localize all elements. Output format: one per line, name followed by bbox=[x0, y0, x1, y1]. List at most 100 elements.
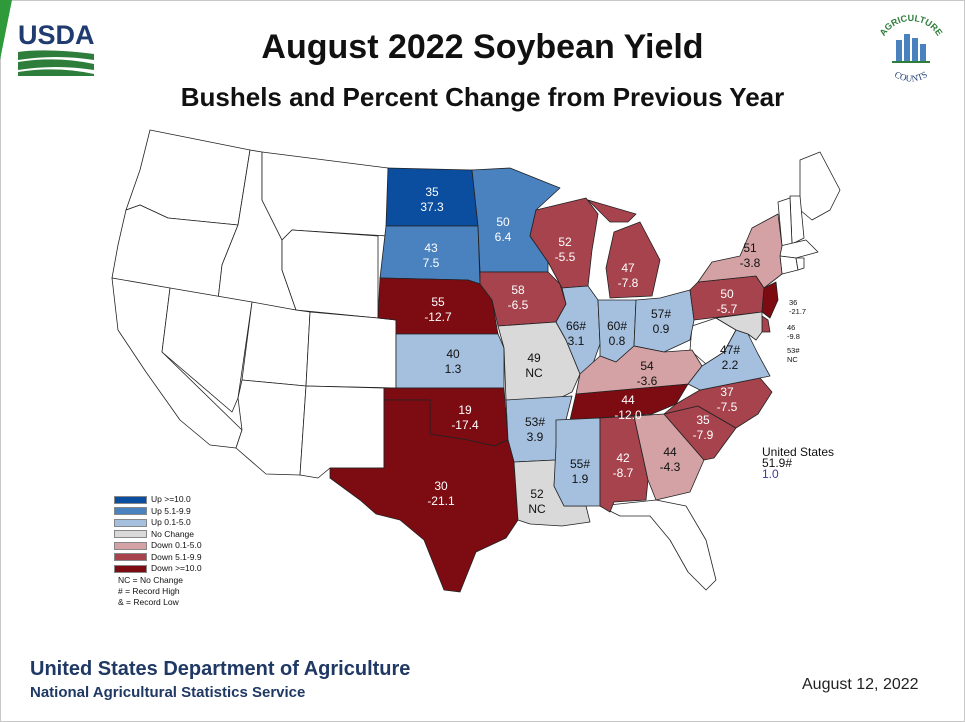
state-DE bbox=[761, 315, 771, 333]
label-OK-yield: 19 bbox=[458, 403, 472, 417]
label-MI-change: -7.8 bbox=[618, 276, 639, 290]
label-IL-change: 3.1 bbox=[568, 334, 585, 348]
label-NJ: 36 -21.7 bbox=[789, 298, 807, 316]
usda-logo: USDA bbox=[18, 20, 95, 76]
label-NY-change: -3.8 bbox=[740, 256, 761, 270]
label-WI-yield: 52 bbox=[558, 235, 572, 249]
legend-item: Down 0.1-5.0 bbox=[114, 540, 202, 552]
label-DE: 46 -9.8 bbox=[787, 323, 800, 341]
state-WY bbox=[281, 229, 379, 319]
state-KY bbox=[575, 345, 703, 395]
legend-label: Up >=10.0 bbox=[151, 494, 191, 504]
label-NY-yield: 51 bbox=[743, 241, 757, 255]
state-RI bbox=[795, 257, 805, 271]
state-MD bbox=[715, 311, 763, 341]
map-legend: Up >=10.0 Up 5.1-9.9 Up 0.1-5.0 No Change Do… bbox=[114, 494, 202, 608]
label-IA-yield: 58 bbox=[511, 283, 525, 297]
legend-item: Up 0.1-5.0 bbox=[114, 517, 202, 529]
agriculture-counts-logo: AGRICULTURE COUNTS bbox=[878, 14, 945, 84]
label-WI-change: -5.5 bbox=[555, 250, 576, 264]
state-MT bbox=[261, 151, 389, 241]
label-MD-change: NC bbox=[787, 354, 798, 364]
page-subtitle: Bushels and Percent Change from Previous… bbox=[180, 82, 785, 112]
us-total-yield: 51.9# bbox=[762, 456, 793, 470]
legend-swatch bbox=[114, 553, 147, 562]
label-MN-yield: 50 bbox=[496, 215, 510, 229]
label-PA-change: -5.7 bbox=[717, 302, 738, 316]
label-KS-yield: 40 bbox=[446, 347, 460, 361]
label-LA-change: NC bbox=[528, 502, 546, 516]
label-SC-change: -7.9 bbox=[693, 428, 714, 442]
label-NC-yield: 37 bbox=[720, 385, 734, 399]
label-NE-yield: 55 bbox=[431, 295, 445, 309]
label-IL-yield: 66# bbox=[566, 319, 586, 333]
label-IA-change: -6.5 bbox=[508, 298, 529, 312]
state-FL bbox=[599, 499, 717, 591]
label-MO-change: NC bbox=[525, 366, 543, 380]
label-PA-yield: 50 bbox=[720, 287, 734, 301]
label-IN-yield: 60# bbox=[607, 319, 627, 333]
label-MD-yield: 53# bbox=[787, 346, 800, 355]
united-states-total: United States 51.9# 1.0 bbox=[762, 446, 834, 480]
label-TX-change: -21.1 bbox=[427, 494, 455, 508]
label-MS-change: 1.9 bbox=[572, 472, 589, 486]
label-VA-yield: 47# bbox=[720, 343, 740, 357]
state-KS bbox=[395, 333, 505, 389]
label-TN-change: -12.0 bbox=[614, 408, 642, 422]
label-AL-yield: 42 bbox=[616, 451, 630, 465]
label-MN-change: 6.4 bbox=[495, 230, 512, 244]
label-DE-change: -9.8 bbox=[787, 331, 800, 341]
label-ND-change: 37.3 bbox=[420, 200, 444, 214]
label-MD: 53# NC bbox=[787, 346, 800, 364]
label-NJ-yield: 36 bbox=[789, 298, 798, 307]
svg-text:USDA: USDA bbox=[18, 20, 95, 50]
legend-item: Up 5.1-9.9 bbox=[114, 506, 202, 518]
label-AL-change: -8.7 bbox=[613, 466, 634, 480]
legend-swatch bbox=[114, 495, 147, 504]
state-ME bbox=[799, 151, 841, 221]
legend-swatch bbox=[114, 541, 147, 550]
footer-service: National Agricultural Statistics Service bbox=[30, 684, 306, 701]
legend-label: No Change bbox=[151, 528, 195, 539]
state-UT bbox=[241, 301, 311, 387]
legend-swatch bbox=[114, 530, 147, 539]
label-KY-yield: 54 bbox=[640, 359, 654, 373]
state-SD bbox=[379, 225, 481, 285]
legend-label: Down >=10.0 bbox=[151, 563, 202, 573]
label-SD-yield: 43 bbox=[424, 241, 438, 255]
label-KS-change: 1.3 bbox=[445, 362, 462, 376]
label-GA-change: -4.3 bbox=[660, 460, 681, 474]
green-corner-stripe bbox=[0, 0, 12, 60]
legend-swatch bbox=[114, 507, 147, 516]
label-AR-yield: 53# bbox=[525, 415, 545, 429]
legend-label: Up 0.1-5.0 bbox=[151, 517, 191, 527]
label-OH-change: 0.9 bbox=[653, 322, 670, 336]
label-TX-yield: 30 bbox=[434, 479, 448, 493]
page-title: August 2022 Soybean Yield bbox=[261, 28, 704, 66]
release-date: August 12, 2022 bbox=[802, 676, 919, 693]
legend-item: Up >=10.0 bbox=[114, 494, 202, 506]
legend-label: Up 5.1-9.9 bbox=[151, 505, 191, 516]
label-NC-change: -7.5 bbox=[717, 400, 738, 414]
legend-note-record-low: & = Record Low bbox=[118, 596, 179, 607]
label-ND-yield: 35 bbox=[425, 185, 439, 199]
label-SD-change: 7.5 bbox=[423, 256, 440, 270]
legend-item: No Change bbox=[114, 529, 202, 541]
label-NJ-change: -21.7 bbox=[789, 306, 807, 316]
label-SC-yield: 35 bbox=[696, 413, 710, 427]
state-NY bbox=[697, 213, 783, 289]
legend-label: Down 0.1-5.0 bbox=[151, 540, 202, 550]
state-OH bbox=[633, 289, 695, 353]
legend-note-nc: NC = No Change bbox=[118, 574, 183, 585]
label-IN-change: 0.8 bbox=[609, 334, 626, 348]
legend-label: Down 5.1-9.9 bbox=[151, 551, 202, 562]
label-OK-change: -17.4 bbox=[451, 418, 479, 432]
label-GA-yield: 44 bbox=[663, 445, 677, 459]
label-MI-yield: 47 bbox=[621, 261, 635, 275]
state-NM bbox=[299, 385, 385, 479]
legend-swatch bbox=[114, 564, 147, 573]
label-MO-yield: 49 bbox=[527, 351, 541, 365]
legend-item: Down 5.1-9.9 bbox=[114, 552, 202, 564]
label-OH-yield: 57# bbox=[651, 307, 671, 321]
state-MI bbox=[587, 199, 661, 299]
